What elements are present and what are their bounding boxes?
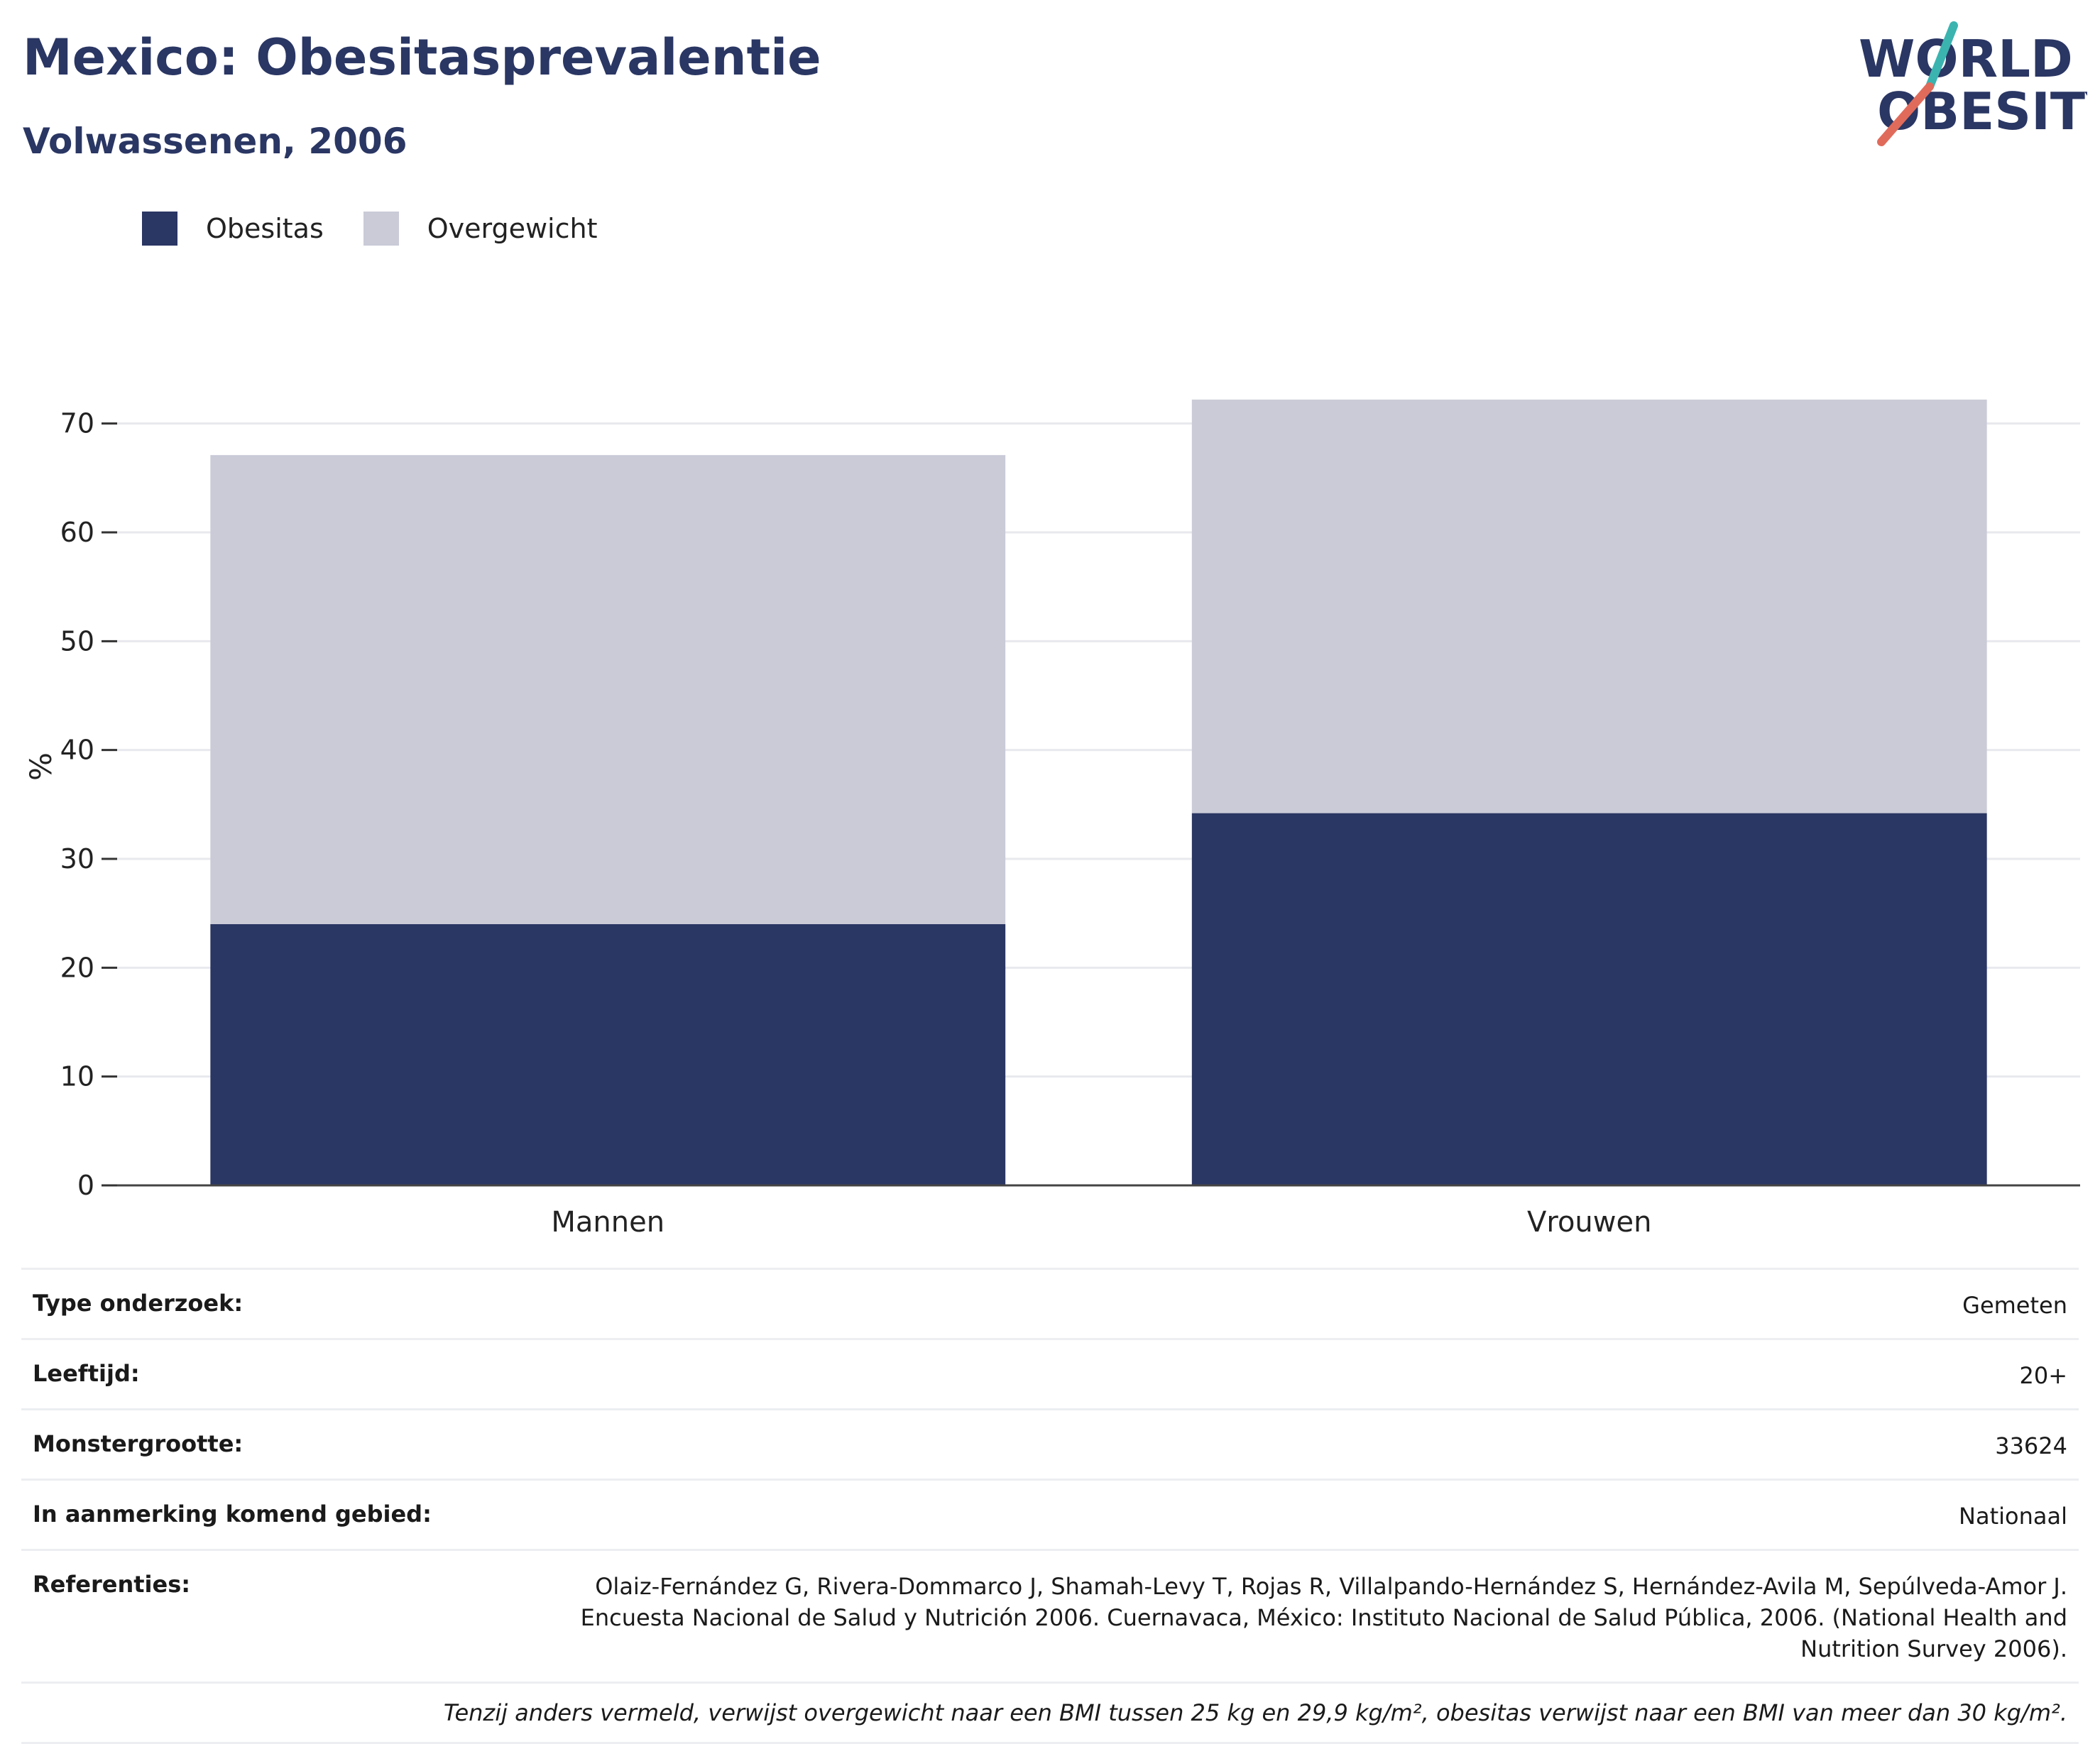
y-tick-label: 40 xyxy=(60,735,94,766)
info-row-age: Leeftijd: 20+ xyxy=(21,1338,2079,1408)
y-tick-label: 0 xyxy=(77,1170,94,1201)
info-row-area: In aanmerking komend gebied: Nationaal xyxy=(21,1479,2079,1549)
info-row-type: Type onderzoek: Gemeten xyxy=(21,1268,2079,1338)
stacked-bar-chart: 0 10 20 30 40 50 60 70% Mannen Vrouwen xyxy=(23,399,2080,1239)
legend-item-overgewicht[interactable]: Overgewicht xyxy=(363,212,598,246)
chart-legend: Obesitas Overgewicht xyxy=(142,212,638,246)
page-title: Mexico: Obesitasprevalentie xyxy=(23,28,821,87)
legend-label-overgewicht: Overgewicht xyxy=(427,213,598,244)
legend-item-obesitas[interactable]: Obesitas xyxy=(142,212,324,246)
info-value: Gemeten xyxy=(1962,1292,2067,1319)
bar-overgewicht-mannen xyxy=(210,455,1006,924)
y-axis-label: % xyxy=(23,752,58,781)
x-tick-label: Vrouwen xyxy=(1527,1206,1651,1239)
y-tick-label: 20 xyxy=(60,952,94,983)
y-tick-label: 50 xyxy=(60,625,94,657)
info-label: Leeftijd: xyxy=(33,1360,140,1387)
x-tick-label: Mannen xyxy=(551,1206,665,1239)
info-value: Olaiz-Fernández G, Rivera-Dommarco J, Sh… xyxy=(580,1573,2067,1662)
definition-note: Tenzij anders vermeld, verwijst overgewi… xyxy=(21,1682,2079,1744)
legend-swatch-obesitas xyxy=(142,212,177,246)
info-label: Referenties: xyxy=(33,1571,191,1598)
logo-line-1: WORLD xyxy=(1859,29,2073,89)
y-tick-label: 10 xyxy=(60,1061,94,1092)
info-value: 33624 xyxy=(1995,1432,2067,1459)
bar-overgewicht-vrouwen xyxy=(1191,399,1987,813)
info-label: Type onderzoek: xyxy=(33,1290,244,1317)
bar-obesitas-vrouwen xyxy=(1191,813,1987,1185)
world-obesity-logo: WORLD OBESITY xyxy=(1859,21,2087,146)
info-table: Type onderzoek: Gemeten Leeftijd: 20+ Mo… xyxy=(21,1268,2079,1744)
bar-obesitas-mannen xyxy=(210,924,1006,1185)
page-subtitle: Volwassenen, 2006 xyxy=(23,121,408,162)
y-tick-label: 70 xyxy=(60,408,94,439)
info-row-sample-size: Monstergrootte: 33624 xyxy=(21,1408,2079,1479)
info-value: Nationaal xyxy=(1959,1503,2067,1530)
logo-slash-teal xyxy=(1925,21,1958,91)
y-tick-label: 60 xyxy=(60,517,94,548)
legend-swatch-overgewicht xyxy=(363,212,399,246)
y-tick-label: 30 xyxy=(60,843,94,874)
info-label: Monstergrootte: xyxy=(33,1430,244,1457)
info-row-references: Referenties: Olaiz-Fernández G, Rivera-D… xyxy=(21,1549,2079,1682)
info-label: In aanmerking komend gebied: xyxy=(33,1501,432,1528)
legend-label-obesitas: Obesitas xyxy=(206,213,324,244)
info-value: 20+ xyxy=(2019,1362,2067,1389)
logo-slash-red xyxy=(1877,82,1934,146)
